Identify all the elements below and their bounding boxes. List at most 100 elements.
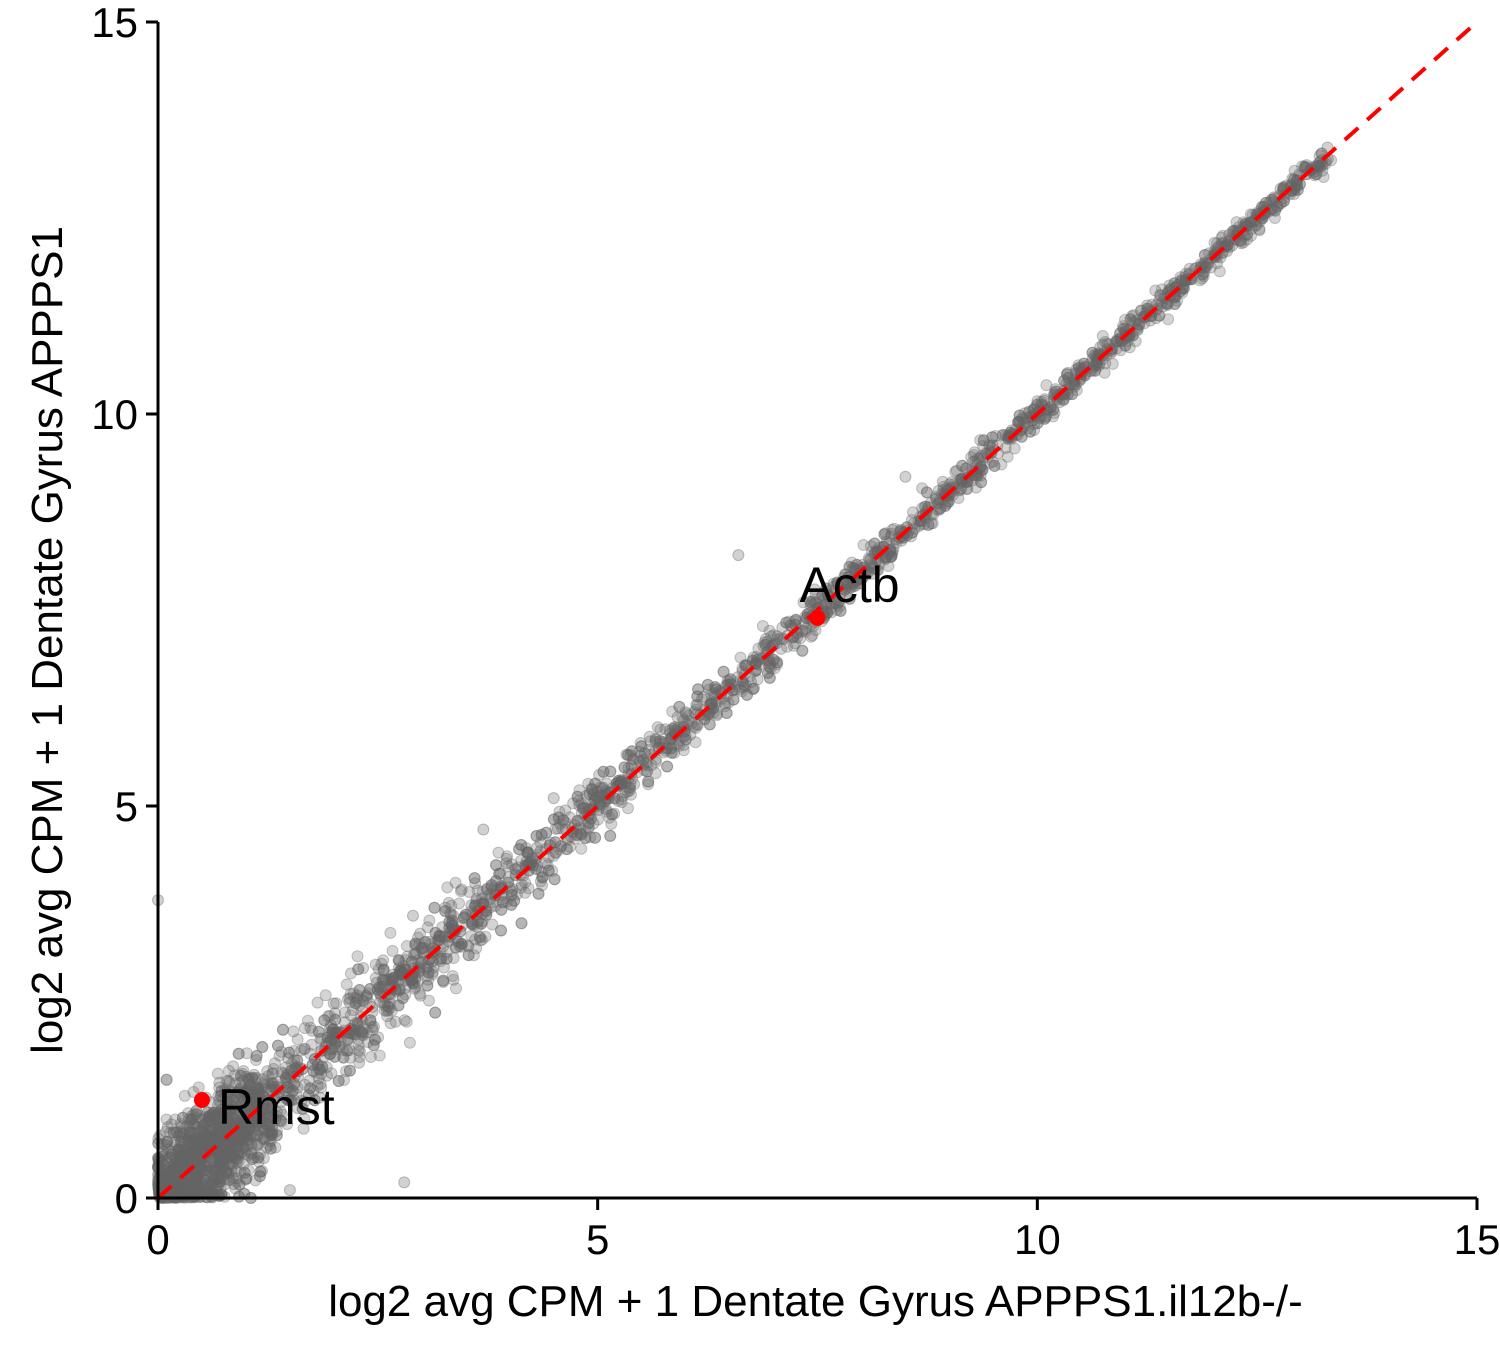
data-point <box>225 1164 238 1177</box>
data-point <box>252 1124 265 1137</box>
data-point <box>371 983 384 996</box>
data-point <box>203 1110 216 1123</box>
data-point <box>615 777 628 790</box>
data-point <box>386 972 399 984</box>
data-point <box>220 1115 233 1128</box>
data-point <box>466 917 478 930</box>
data-point <box>413 987 426 1000</box>
data-point <box>493 867 506 880</box>
data-point <box>235 1115 248 1128</box>
data-point <box>198 1160 211 1173</box>
data-point <box>261 1118 273 1131</box>
data-point <box>868 537 881 550</box>
data-point <box>259 1108 272 1121</box>
data-point <box>677 744 690 757</box>
data-point <box>717 665 730 678</box>
data-point <box>249 1072 262 1085</box>
data-point <box>224 1137 237 1150</box>
data-point <box>238 1126 250 1139</box>
data-point <box>254 1165 267 1178</box>
data-point <box>1208 236 1221 249</box>
data-point <box>789 615 802 628</box>
data-point <box>589 831 602 844</box>
data-point <box>960 462 973 475</box>
data-point <box>256 1126 269 1139</box>
data-point <box>920 486 933 499</box>
data-point <box>407 949 420 961</box>
data-point <box>202 1164 215 1177</box>
data-point <box>571 814 584 827</box>
data-point <box>245 1148 258 1160</box>
data-point <box>615 796 628 809</box>
data-point <box>1110 335 1123 348</box>
data-point <box>1198 249 1211 261</box>
data-point <box>622 762 635 775</box>
data-point <box>1058 374 1071 387</box>
data-point <box>235 1146 248 1159</box>
data-point <box>213 1125 226 1138</box>
data-point <box>439 905 452 918</box>
data-point <box>228 1151 241 1164</box>
data-point <box>341 1044 354 1057</box>
data-point <box>882 560 895 572</box>
data-point <box>223 1075 236 1088</box>
data-point <box>287 1025 300 1038</box>
data-point <box>470 893 483 905</box>
data-point <box>710 709 723 722</box>
data-point <box>485 879 498 892</box>
data-point <box>347 987 360 1000</box>
data-point <box>1291 179 1303 192</box>
outlier-point <box>1286 172 1299 185</box>
data-point <box>209 1121 222 1134</box>
data-point <box>469 933 482 946</box>
data-point <box>341 1032 354 1045</box>
data-point <box>220 1074 233 1087</box>
data-point <box>241 1149 254 1162</box>
data-point <box>352 1044 365 1057</box>
data-point <box>612 774 625 787</box>
data-point <box>489 899 502 912</box>
data-point <box>735 681 748 694</box>
data-point <box>594 781 607 794</box>
data-point <box>437 974 450 987</box>
data-point <box>264 1127 277 1140</box>
data-point <box>175 1120 188 1133</box>
data-point <box>974 469 987 482</box>
data-point <box>1117 320 1129 333</box>
data-point <box>701 678 714 691</box>
data-point <box>763 671 776 684</box>
data-point <box>194 1138 207 1151</box>
data-point <box>807 595 819 608</box>
data-point <box>352 963 365 976</box>
data-point <box>733 683 746 696</box>
data-point <box>1013 409 1026 422</box>
data-point <box>346 1004 359 1017</box>
data-point <box>423 914 436 927</box>
data-point <box>698 713 711 726</box>
data-point <box>332 1075 345 1087</box>
data-point <box>207 1169 220 1182</box>
data-point <box>257 1152 270 1165</box>
data-point <box>1123 341 1136 354</box>
data-point <box>209 1152 221 1165</box>
data-point <box>1193 274 1206 287</box>
data-point <box>449 876 462 889</box>
data-point <box>175 1151 188 1164</box>
data-point <box>426 968 439 981</box>
data-point <box>197 1166 210 1178</box>
data-point <box>721 674 734 687</box>
data-point <box>659 723 672 736</box>
data-point <box>515 878 528 891</box>
data-point <box>596 782 609 795</box>
data-point <box>327 1023 340 1036</box>
data-point <box>198 1124 211 1137</box>
data-point <box>1234 234 1247 247</box>
data-point <box>185 1175 197 1188</box>
data-point <box>208 1106 221 1119</box>
data-point <box>269 1141 282 1154</box>
data-point <box>230 1164 243 1177</box>
data-point <box>571 814 584 827</box>
data-point <box>406 975 418 988</box>
data-point <box>356 1028 369 1041</box>
data-point <box>378 974 391 987</box>
